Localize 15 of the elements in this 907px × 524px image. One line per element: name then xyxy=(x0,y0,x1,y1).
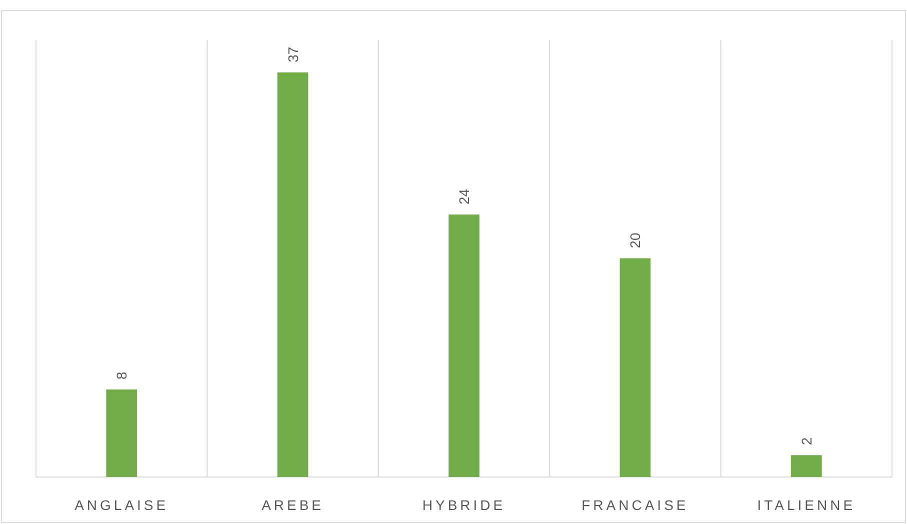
data-label: 8 xyxy=(114,372,130,380)
data-label: 37 xyxy=(284,46,301,62)
data-label: 24 xyxy=(456,188,472,205)
x-tick-label: FRANCAISE xyxy=(582,497,689,513)
bar xyxy=(448,214,480,477)
bar xyxy=(106,390,138,477)
x-tick-label: ITALIENNE xyxy=(757,497,856,513)
x-tick-label: HYBRIDE xyxy=(422,497,506,513)
bar xyxy=(790,455,822,477)
bar xyxy=(277,72,308,477)
bar xyxy=(620,258,651,477)
x-tick-label: ANGLAISE xyxy=(74,497,169,513)
x-tick-label: AREBE xyxy=(262,497,324,513)
data-label: 20 xyxy=(627,232,644,248)
data-label: 2 xyxy=(798,437,814,446)
